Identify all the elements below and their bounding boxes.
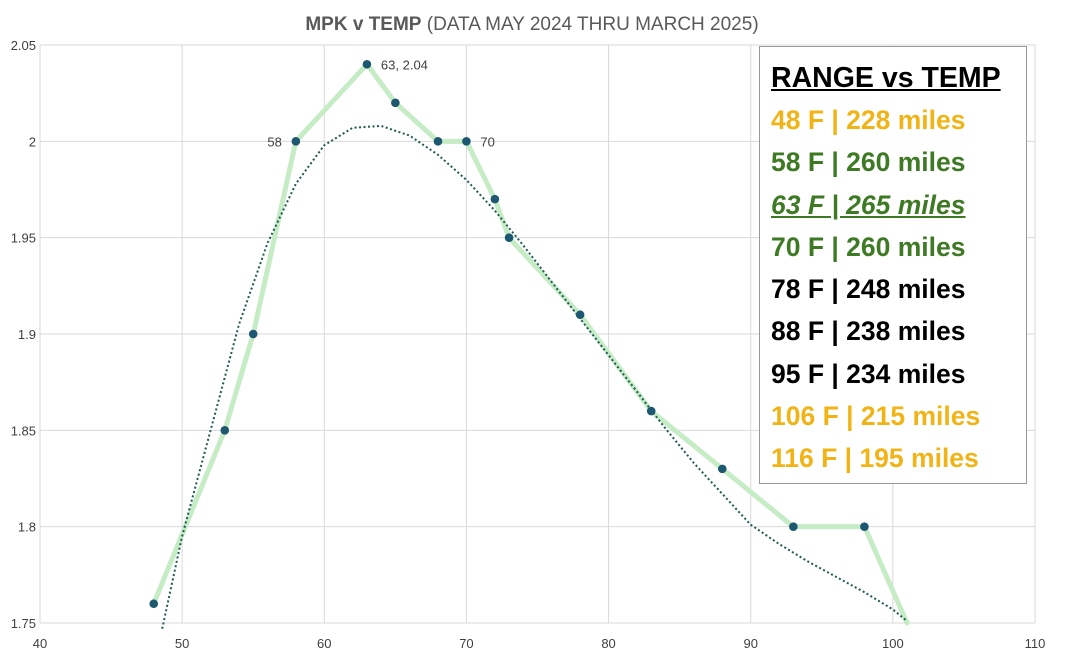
- series-line: [151, 61, 910, 626]
- data-point: [248, 329, 258, 339]
- y-tick-label: 1.95: [11, 231, 36, 246]
- x-tick-label: 50: [175, 636, 189, 651]
- y-tick-label: 1.9: [18, 327, 36, 342]
- data-label: 63, 2.04: [381, 57, 428, 72]
- y-tick-label: 2.05: [11, 38, 36, 53]
- range-row: 70 F | 260 miles: [771, 231, 966, 262]
- range-vs-temp-panel: RANGE vs TEMP 48 F | 228 miles 58 F | 260…: [759, 46, 1027, 484]
- data-points: [149, 59, 869, 609]
- data-point: [362, 59, 372, 69]
- x-tick-label: 80: [601, 636, 615, 651]
- trendline-path: [161, 124, 908, 630]
- data-point: [220, 426, 230, 435]
- x-axis-ticks: 40 50 60 70 80 90 100 110: [33, 636, 1046, 651]
- data-point: [149, 599, 159, 609]
- range-row: 58 F | 260 miles: [771, 147, 966, 178]
- data-point: [646, 406, 656, 416]
- data-point: [391, 98, 400, 108]
- x-tick-label: 100: [882, 636, 904, 651]
- range-panel-title: RANGE vs TEMP: [771, 62, 1001, 94]
- data-point: [291, 137, 301, 146]
- range-row: 95 F | 234 miles: [771, 358, 966, 389]
- x-tick-label: 110: [1025, 636, 1046, 651]
- data-label: 70: [480, 134, 494, 149]
- data-label: 58: [267, 134, 281, 149]
- x-tick-label: 90: [743, 636, 757, 651]
- chart-title-bold: MPK v TEMP: [305, 14, 421, 35]
- y-tick-label: 2: [29, 134, 36, 149]
- data-point: [433, 137, 443, 146]
- x-tick-label: 40: [33, 636, 47, 651]
- data-point: [789, 522, 798, 531]
- data-point: [490, 194, 500, 204]
- range-row: 48 F | 228 miles: [771, 105, 966, 135]
- data-point: [575, 310, 585, 320]
- series-polyline: [151, 61, 910, 626]
- x-tick-label: 60: [317, 636, 331, 651]
- y-tick-label: 1.75: [11, 616, 36, 631]
- range-panel-rows: 48 F | 228 miles 58 F | 260 miles 63 F | 2…: [771, 99, 1026, 480]
- data-labels: 63, 2.04 58 70: [267, 57, 495, 149]
- gridlines: [39, 44, 1036, 624]
- x-tick-label: 70: [459, 636, 473, 651]
- range-row: 88 F | 238 miles: [771, 316, 966, 347]
- chart-title: MPK v TEMP (DATA MAY 2024 THRU MARCH 202…: [305, 14, 758, 35]
- data-point: [504, 233, 514, 242]
- range-row: 116 F | 195 miles: [771, 443, 979, 474]
- range-row: 63 F | 265 miles: [771, 189, 966, 220]
- y-tick-label: 1.85: [11, 423, 36, 438]
- chart-title-rest: (DATA MAY 2024 THRU MARCH 2025): [421, 14, 758, 35]
- data-point: [462, 137, 471, 146]
- data-point: [860, 522, 869, 531]
- data-point: [717, 464, 727, 474]
- y-tick-label: 1.8: [18, 520, 36, 535]
- y-axis-ticks: 1.75 1.8 1.85 1.9 1.95 2 2.05: [11, 38, 36, 631]
- range-row: 78 F | 248 miles: [771, 274, 966, 305]
- range-row: 106 F | 215 miles: [771, 401, 981, 432]
- trendline: [161, 124, 908, 630]
